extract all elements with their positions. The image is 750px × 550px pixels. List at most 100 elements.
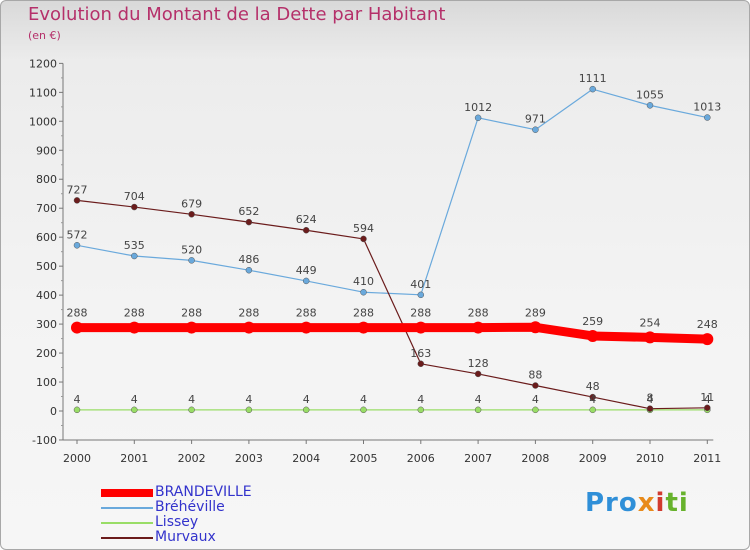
data-label-brandeville: 248 [697,318,718,331]
y-tick-label: 100 [36,376,57,389]
data-point-murvaux [646,405,654,412]
data-label-lissey: 4 [647,393,654,406]
x-tick-label: 2010 [636,452,664,465]
legend-label-breheville: Bréhéville [155,499,225,515]
data-point-murvaux [360,235,367,243]
data-label-lissey: 4 [417,393,424,406]
data-label-lissey: 4 [188,393,195,406]
x-tick-label: 2009 [579,452,607,465]
data-label-murvaux: 679 [181,197,202,210]
legend-swatch-murvaux [101,537,153,539]
data-label-murvaux: 727 [67,183,88,196]
data-label-brandeville: 254 [640,316,661,329]
data-label-brandeville: 288 [410,307,431,320]
data-point-murvaux [474,370,482,378]
data-label-murvaux: 704 [124,190,145,203]
data-label-lissey: 4 [360,393,367,406]
data-point-brandeville [128,321,141,334]
data-point-brandeville [185,321,198,334]
x-tick-label: 2006 [407,452,435,465]
data-label-breheville: 520 [181,243,202,256]
y-tick-label: 1100 [29,86,57,99]
data-label-murvaux: 624 [296,213,317,226]
data-label-breheville: 1055 [636,88,664,101]
data-point-murvaux [589,393,596,401]
y-tick-label: 800 [36,173,57,186]
data-point-breheville [589,85,596,93]
legend-swatch-breheville [101,507,153,509]
data-point-brandeville [300,321,313,334]
x-tick-label: 2000 [63,452,91,465]
legend-swatch-lissey [101,522,153,524]
y-tick-label: 500 [36,260,57,273]
legend-label-lissey: Lissey [155,514,199,530]
data-label-breheville: 572 [67,228,88,241]
data-label-lissey: 4 [131,393,138,406]
data-label-murvaux: 163 [410,347,431,360]
data-label-brandeville: 288 [67,307,88,320]
data-label-brandeville: 288 [468,307,489,320]
x-tick-label: 2004 [292,452,320,465]
x-tick-label: 2011 [693,452,721,465]
data-point-murvaux [131,203,138,211]
data-point-breheville [245,266,253,274]
data-label-murvaux: 594 [353,222,374,235]
data-point-lissey [589,406,596,414]
data-point-murvaux [73,197,81,204]
y-tick-label: 600 [36,231,57,244]
data-label-murvaux: 128 [468,357,489,370]
y-tick-label: 300 [36,318,57,331]
data-point-brandeville [586,329,599,342]
data-point-breheville [532,126,539,133]
data-point-lissey [245,406,253,414]
data-point-lissey [532,406,539,414]
data-label-murvaux: 8 [647,392,654,405]
x-tick-label: 2001 [120,452,148,465]
y-tick-label: 700 [36,202,57,215]
y-tick-label: 1000 [29,115,57,128]
x-tick-label: 2002 [178,452,206,465]
data-label-brandeville: 288 [181,307,202,320]
series-line-brandeville [72,322,712,344]
data-point-breheville [131,252,138,260]
data-point-brandeville [472,321,485,334]
data-point-murvaux [302,226,310,234]
data-label-murvaux: 48 [586,380,600,393]
data-label-murvaux: 88 [528,369,542,382]
data-point-breheville [646,102,654,109]
y-tick-label: 200 [36,347,57,360]
data-label-breheville: 1111 [579,72,607,85]
data-point-breheville [73,242,81,249]
data-label-lissey: 4 [704,393,711,406]
legend-label-murvaux: Murvaux [155,529,216,545]
chart-title: Evolution du Montant de la Dette par Hab… [28,4,446,25]
data-point-brandeville [644,331,656,344]
chart-series [71,85,714,414]
data-label-breheville: 410 [353,275,374,288]
data-point-lissey [417,406,425,414]
data-label-brandeville: 288 [238,307,259,320]
data-label-lissey: 4 [532,393,539,406]
chart-subtitle: (en €) [28,29,61,42]
y-tick-label: 0 [50,405,57,418]
data-point-breheville [474,114,482,122]
data-point-murvaux [532,382,539,389]
x-tick-label: 2003 [235,452,263,465]
y-tick-label: 1200 [29,57,57,70]
data-point-breheville [188,257,195,264]
data-point-lissey [474,406,482,414]
data-point-lissey [360,406,367,414]
legend-swatch-brandeville [101,489,153,497]
data-point-murvaux [245,218,253,226]
data-point-brandeville [242,321,255,334]
data-label-breheville: 971 [525,113,546,126]
data-label-lissey: 4 [74,393,81,406]
x-tick-label: 2007 [464,452,492,465]
x-tick-label: 2008 [521,452,549,465]
data-point-lissey [188,406,195,414]
data-label-brandeville: 288 [296,307,317,320]
chart-axes: -100 0 100 200 300 400 500 600 700 800 900 1000 1100… [29,57,721,465]
x-tick-label: 2005 [350,452,378,465]
